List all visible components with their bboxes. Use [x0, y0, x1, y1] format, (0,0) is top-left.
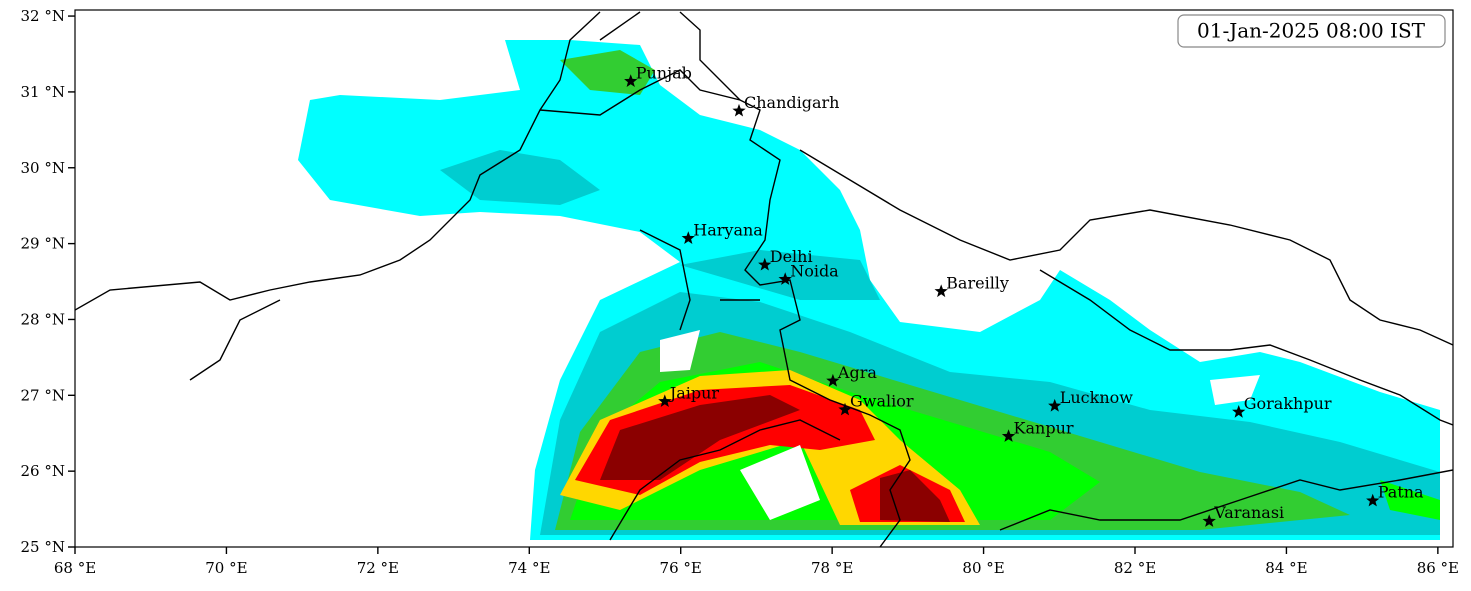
city-marker [826, 373, 840, 387]
fog-darkred [600, 395, 950, 522]
city-marker [658, 394, 672, 407]
city-label: Delhi [770, 247, 813, 266]
city-label: Haryana [693, 220, 763, 239]
border [539, 69, 911, 547]
city-marker [758, 257, 772, 271]
y-tick-label: 26 °N [21, 462, 65, 480]
x-tick-label: 74 °E [508, 559, 550, 577]
x-tick-label: 78 °E [811, 559, 853, 577]
border [1039, 269, 1453, 426]
city-marker [934, 284, 948, 298]
fog-gap [660, 330, 1260, 520]
timestamp-box [1177, 14, 1446, 48]
y-tick-label: 27 °N [21, 386, 65, 404]
city-label: Patna [1378, 483, 1424, 502]
city-marker [1232, 405, 1246, 418]
city-marker [838, 402, 852, 416]
y-tick-label: 29 °N [21, 235, 65, 253]
y-tick-label: 30 °N [21, 159, 65, 177]
city-marker [732, 103, 746, 117]
city-label: Gwalior [850, 392, 914, 411]
city-marker [1202, 514, 1216, 527]
x-tick-label: 86 °E [1417, 559, 1459, 577]
timestamp: 01-Jan-2025 08:00 IST [1197, 19, 1426, 43]
map-frame [74, 9, 1454, 548]
city-marker [681, 231, 695, 244]
city-label: Punjab [636, 63, 692, 82]
city-label: Gorakhpur [1244, 394, 1332, 413]
x-tick-label: 82 °E [1114, 559, 1156, 577]
city-marker [1001, 429, 1016, 442]
city-label: Chandigarh [744, 93, 839, 112]
x-tick-label: 68 °E [54, 559, 96, 577]
x-tick-label: 84 °E [1265, 559, 1307, 577]
fog-field [298, 40, 1440, 540]
city-label: Kanpur [1014, 418, 1074, 437]
y-tick-label: 28 °N [21, 310, 65, 328]
borders [75, 11, 1453, 547]
x-tick-label: 80 °E [962, 559, 1004, 577]
border [189, 229, 1453, 541]
y-tick-label: 31 °N [21, 83, 65, 101]
city-marker [624, 74, 638, 87]
border [75, 11, 601, 311]
y-tick-label: 32 °N [21, 7, 65, 25]
city-label: Bareilly [946, 273, 1009, 292]
x-tick-label: 70 °E [205, 559, 247, 577]
x-tick-label: 76 °E [660, 559, 702, 577]
city-label: Varanasi [1213, 503, 1284, 522]
city-label: Lucknow [1060, 388, 1134, 407]
city-marker [778, 272, 792, 285]
city-label: Jaipur [668, 383, 720, 402]
x-tick-label: 72 °E [357, 559, 399, 577]
city-label: Noida [790, 261, 839, 280]
border [599, 11, 1453, 346]
city-marker [1048, 398, 1062, 412]
city-marker [1366, 493, 1380, 507]
y-tick-label: 25 °N [21, 538, 65, 556]
city-label: Agra [837, 363, 877, 382]
